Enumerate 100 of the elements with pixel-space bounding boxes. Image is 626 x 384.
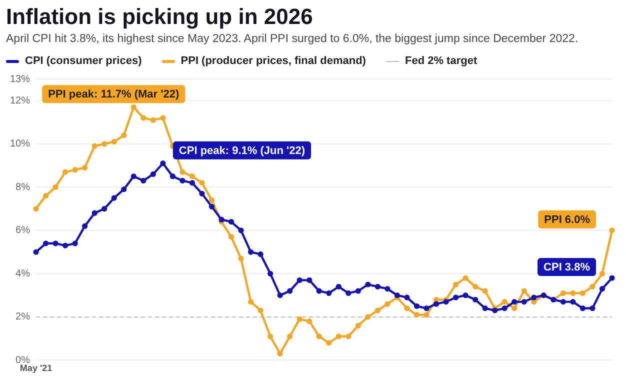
point	[180, 169, 186, 175]
point	[365, 314, 371, 320]
point	[316, 334, 322, 340]
point	[384, 286, 390, 292]
point	[287, 334, 293, 340]
point	[180, 178, 186, 184]
point	[296, 316, 302, 322]
point	[453, 294, 459, 300]
point	[404, 294, 410, 300]
point	[512, 305, 518, 312]
point	[346, 290, 352, 296]
point	[248, 298, 254, 305]
point	[287, 288, 293, 294]
point	[355, 288, 361, 294]
point	[42, 193, 49, 199]
legend-label: CPI (consumer prices)	[25, 55, 142, 67]
point	[374, 308, 380, 314]
point	[228, 234, 234, 240]
point	[121, 186, 127, 192]
point	[52, 240, 58, 246]
legend-label: PPI (producer prices, final demand)	[180, 55, 366, 67]
point	[33, 206, 39, 212]
point	[62, 242, 68, 248]
point	[482, 288, 488, 294]
point	[482, 305, 488, 312]
y-tick-label: 6%	[16, 225, 30, 236]
point	[228, 218, 234, 225]
point	[355, 322, 361, 328]
point	[130, 174, 136, 180]
point	[502, 298, 508, 305]
point	[208, 204, 215, 210]
annotation: PPI peak: 11.7% (Mar '22)	[48, 88, 180, 101]
point	[42, 240, 49, 246]
point	[82, 223, 88, 229]
point	[512, 298, 518, 305]
point	[462, 292, 468, 298]
point	[560, 290, 566, 296]
point	[199, 190, 205, 196]
point	[306, 318, 312, 324]
chart-subtitle: April CPI hit 3.8%, its highest since May 2023. April PPI surged to 6.0%, the biggest jump since December 2022.	[6, 33, 580, 45]
point	[296, 277, 302, 283]
point	[521, 288, 527, 294]
point	[92, 143, 98, 149]
point	[521, 298, 527, 305]
point	[121, 132, 127, 138]
point	[609, 275, 615, 281]
point	[111, 195, 117, 201]
point	[82, 164, 88, 170]
point	[277, 350, 283, 357]
point	[374, 284, 380, 290]
point	[72, 240, 78, 246]
point	[170, 174, 176, 180]
point	[424, 312, 430, 318]
point	[92, 210, 98, 216]
annotation: PPI 6.0%	[544, 214, 590, 226]
point	[326, 340, 332, 346]
point	[336, 284, 342, 290]
point	[140, 115, 146, 121]
point	[62, 169, 68, 175]
point	[160, 115, 166, 121]
point	[33, 249, 39, 255]
point	[189, 174, 196, 180]
point	[424, 305, 430, 312]
point	[208, 197, 215, 203]
chart-title: Inflation is picking up in 2026	[6, 4, 314, 30]
point	[130, 104, 136, 110]
point	[414, 303, 420, 309]
annotation: CPI 3.8%	[544, 262, 590, 274]
point	[72, 167, 78, 173]
point	[218, 216, 224, 222]
point	[414, 312, 420, 318]
y-tick-label: 13%	[10, 74, 30, 85]
point	[590, 284, 596, 290]
y-tick-label: 10%	[10, 138, 30, 150]
point	[268, 270, 274, 276]
point	[404, 305, 410, 312]
point	[199, 180, 205, 186]
point	[599, 270, 606, 276]
point	[599, 286, 606, 292]
point	[326, 290, 332, 296]
point	[346, 334, 352, 340]
point	[277, 292, 283, 298]
point	[443, 298, 449, 305]
point	[590, 305, 596, 312]
point	[560, 298, 566, 305]
point	[140, 178, 146, 184]
point	[531, 294, 537, 300]
x-tick-label: May '21	[20, 363, 52, 374]
point	[570, 290, 576, 296]
point	[609, 228, 615, 234]
point	[472, 296, 478, 302]
point	[580, 305, 586, 312]
y-tick-label: 8%	[16, 182, 30, 193]
point	[160, 160, 166, 166]
legend-label: Fed 2% target	[404, 55, 478, 67]
y-tick-label: 2%	[16, 312, 30, 323]
point	[150, 117, 156, 123]
point	[258, 308, 264, 314]
point	[336, 334, 342, 340]
point	[384, 301, 390, 307]
